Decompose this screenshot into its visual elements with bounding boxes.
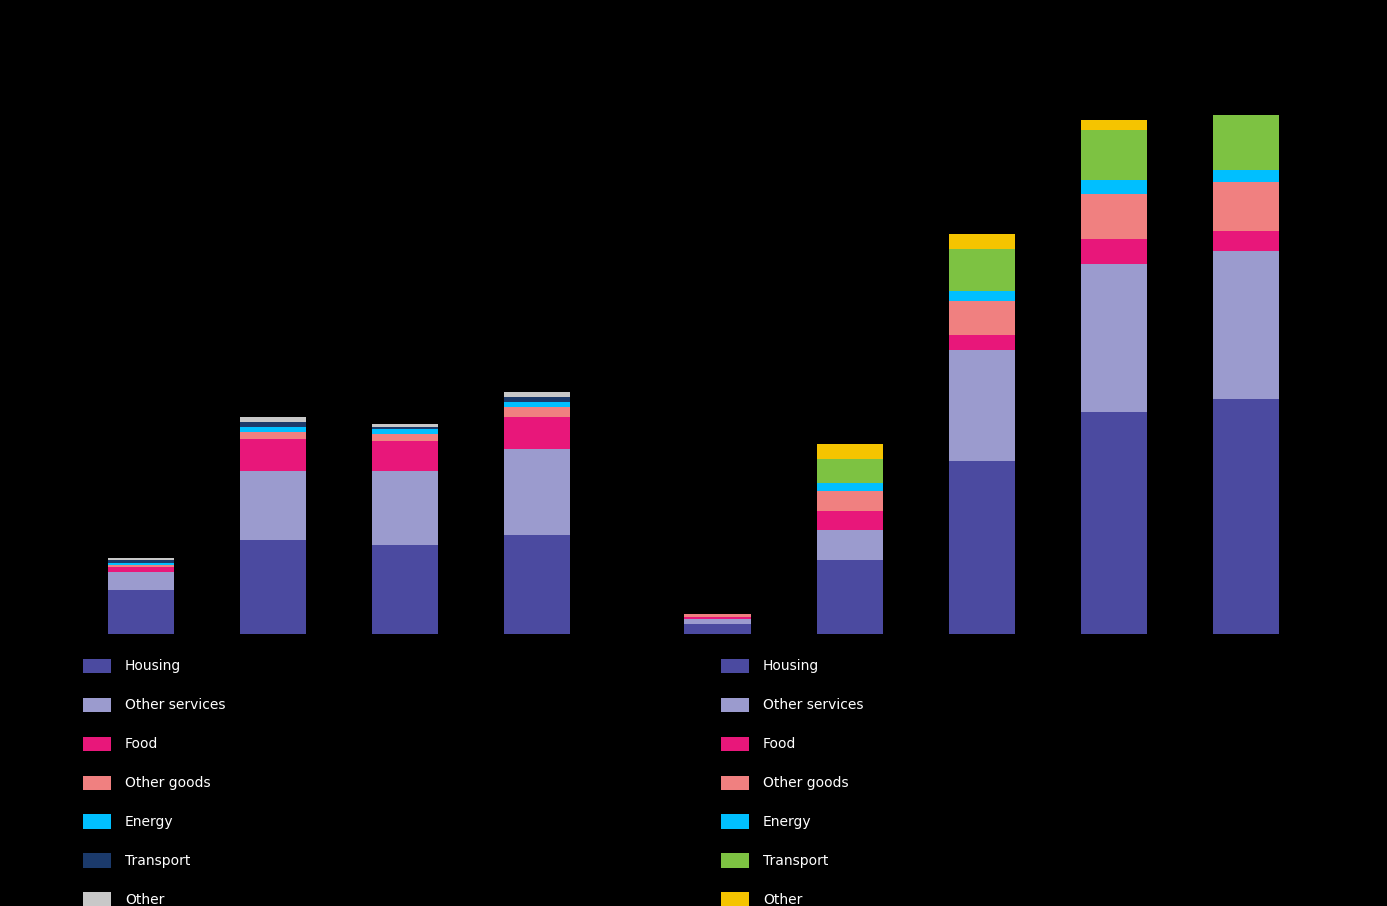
Bar	[949, 234, 1014, 249]
Bar	[685, 624, 750, 634]
Bar	[1080, 179, 1147, 195]
Bar	[108, 590, 175, 634]
Bar	[817, 511, 882, 530]
Bar	[817, 484, 882, 491]
Text: Energy: Energy	[125, 814, 173, 829]
Bar	[108, 567, 175, 573]
Text: Other: Other	[125, 892, 164, 906]
Bar	[1080, 195, 1147, 239]
Bar	[505, 407, 570, 417]
Bar	[240, 417, 307, 421]
Bar	[1212, 400, 1279, 634]
Bar	[108, 557, 175, 560]
Text: Other goods: Other goods	[763, 776, 849, 790]
Bar	[817, 530, 882, 560]
Bar	[505, 397, 570, 402]
Bar	[817, 491, 882, 511]
Bar	[817, 444, 882, 458]
Bar	[505, 392, 570, 397]
Bar	[373, 545, 438, 634]
Bar	[373, 427, 438, 429]
Bar	[949, 461, 1014, 634]
Bar	[240, 540, 307, 634]
Text: Housing: Housing	[125, 659, 182, 673]
Bar	[108, 563, 175, 565]
Bar	[949, 291, 1014, 301]
Bar	[505, 535, 570, 634]
Text: Transport: Transport	[125, 853, 190, 868]
Bar	[373, 471, 438, 545]
Bar	[240, 421, 307, 427]
Bar	[505, 448, 570, 535]
Bar	[949, 301, 1014, 335]
Bar	[949, 335, 1014, 350]
Bar	[373, 434, 438, 441]
Bar	[817, 560, 882, 634]
Bar	[1080, 120, 1147, 130]
Bar	[1212, 251, 1279, 400]
Bar	[240, 439, 307, 471]
Bar	[240, 427, 307, 431]
Bar	[685, 620, 750, 624]
Text: Food: Food	[125, 737, 158, 751]
Bar	[373, 429, 438, 434]
Bar	[1212, 169, 1279, 182]
Bar	[1080, 130, 1147, 179]
Bar	[685, 614, 750, 617]
Bar	[1080, 264, 1147, 412]
Text: Transport: Transport	[763, 853, 828, 868]
Bar	[108, 573, 175, 590]
Bar	[1212, 182, 1279, 231]
Bar	[685, 617, 750, 620]
Text: Food: Food	[763, 737, 796, 751]
Bar	[1212, 231, 1279, 251]
Bar	[240, 471, 307, 540]
Bar	[1080, 239, 1147, 264]
Text: Energy: Energy	[763, 814, 811, 829]
Bar	[817, 458, 882, 484]
Bar	[949, 249, 1014, 291]
Bar	[505, 402, 570, 407]
Bar	[505, 417, 570, 448]
Bar	[373, 424, 438, 427]
Bar	[949, 350, 1014, 461]
Bar	[1080, 412, 1147, 634]
Text: Other goods: Other goods	[125, 776, 211, 790]
Text: Other: Other	[763, 892, 802, 906]
Bar	[1212, 115, 1279, 169]
Bar	[108, 560, 175, 563]
Bar	[240, 431, 307, 439]
Text: Other services: Other services	[763, 698, 863, 712]
Bar	[373, 441, 438, 471]
Text: Housing: Housing	[763, 659, 820, 673]
Bar	[108, 565, 175, 567]
Text: Other services: Other services	[125, 698, 225, 712]
